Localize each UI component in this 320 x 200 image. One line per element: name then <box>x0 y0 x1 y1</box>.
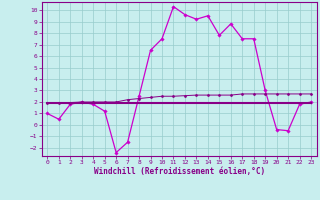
X-axis label: Windchill (Refroidissement éolien,°C): Windchill (Refroidissement éolien,°C) <box>94 167 265 176</box>
